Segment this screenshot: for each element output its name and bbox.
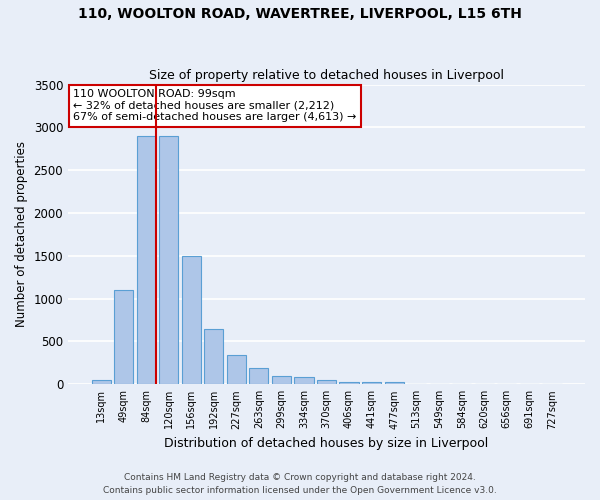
Text: Contains HM Land Registry data © Crown copyright and database right 2024.
Contai: Contains HM Land Registry data © Crown c… <box>103 474 497 495</box>
Bar <box>204 330 223 384</box>
Bar <box>227 355 246 384</box>
Bar <box>159 136 178 384</box>
Bar <box>317 380 336 384</box>
Bar <box>362 382 381 384</box>
Bar <box>295 376 314 384</box>
Bar <box>137 136 156 384</box>
Y-axis label: Number of detached properties: Number of detached properties <box>15 142 28 328</box>
Title: Size of property relative to detached houses in Liverpool: Size of property relative to detached ho… <box>149 69 504 82</box>
Bar <box>182 256 201 384</box>
Bar <box>92 380 110 384</box>
Text: 110 WOOLTON ROAD: 99sqm
← 32% of detached houses are smaller (2,212)
67% of semi: 110 WOOLTON ROAD: 99sqm ← 32% of detache… <box>73 89 356 122</box>
Bar <box>114 290 133 384</box>
Bar <box>340 382 359 384</box>
Text: 110, WOOLTON ROAD, WAVERTREE, LIVERPOOL, L15 6TH: 110, WOOLTON ROAD, WAVERTREE, LIVERPOOL,… <box>78 8 522 22</box>
X-axis label: Distribution of detached houses by size in Liverpool: Distribution of detached houses by size … <box>164 437 488 450</box>
Bar <box>385 382 404 384</box>
Bar <box>250 368 268 384</box>
Bar <box>272 376 291 384</box>
